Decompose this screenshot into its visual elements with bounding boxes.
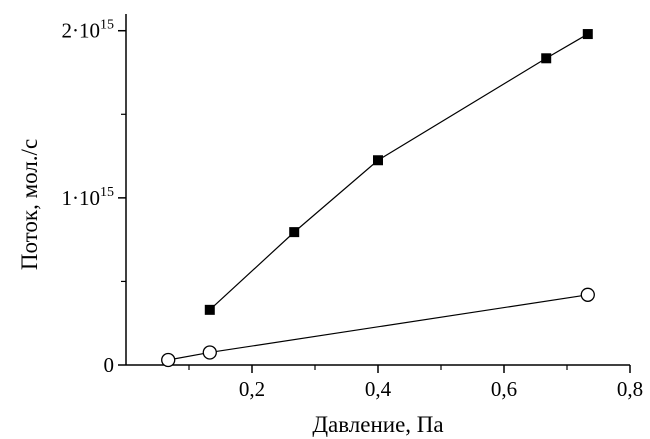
data-point-square — [204, 304, 215, 315]
data-point-square — [373, 155, 383, 166]
x-tick-label: 0,8 — [617, 377, 643, 401]
series-2 — [161, 287, 595, 368]
series-line — [209, 33, 589, 311]
axes — [125, 14, 630, 366]
ticks: 0,2 0,4 0,6 0,8 0 1·1015 2·1015 — [62, 18, 644, 401]
y-axis-title: Поток, мол./с — [17, 139, 42, 270]
x-tick-label: 0,2 — [239, 377, 265, 401]
series-1 — [204, 29, 593, 315]
data-point-circle — [161, 352, 176, 368]
data-point-circle — [580, 287, 595, 302]
data-point-circle — [202, 345, 217, 360]
y-tick-label: 2·1015 — [62, 18, 115, 43]
x-axis-title: Давление, Па — [312, 412, 443, 437]
y-tick-label: 1·1015 — [62, 185, 115, 210]
data-point-square — [289, 227, 300, 238]
x-tick-label: 0,6 — [491, 377, 517, 401]
x-tick-label: 0,4 — [365, 377, 392, 401]
series-layer — [161, 29, 595, 368]
y-tick-label: 0 — [104, 353, 115, 377]
series-line — [168, 294, 588, 361]
data-point-square — [541, 53, 552, 64]
data-point-square — [582, 29, 593, 40]
